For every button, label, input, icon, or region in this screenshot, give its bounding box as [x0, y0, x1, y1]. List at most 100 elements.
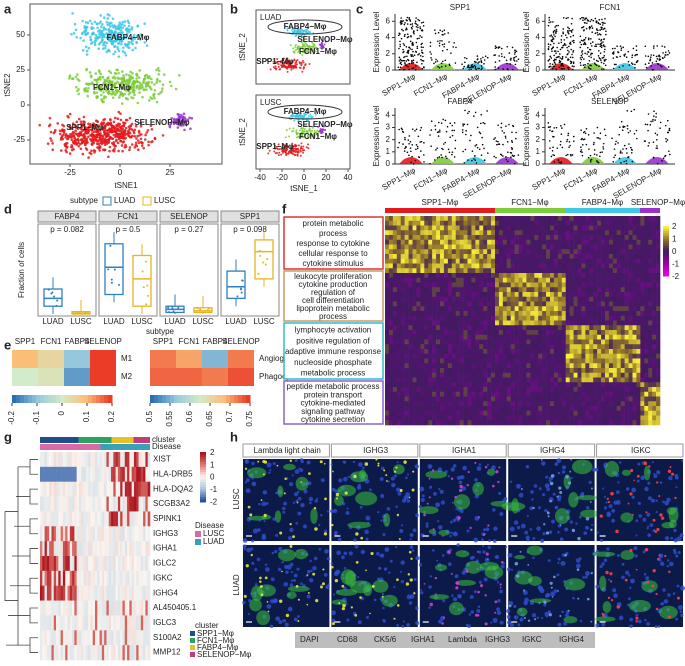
heat-cell [565, 254, 570, 260]
heat-cell [522, 244, 527, 250]
heat-cell [388, 258, 394, 264]
cell-point [92, 133, 96, 137]
heat-cell [605, 334, 610, 340]
row-label: M2 [121, 372, 133, 381]
cell-point [153, 88, 157, 92]
heat-cell [514, 325, 519, 331]
cell-point [186, 118, 190, 122]
heat-cell [487, 296, 492, 302]
heat-cell [487, 263, 492, 269]
heat-cell [522, 230, 527, 236]
cell-point [172, 117, 176, 121]
heat-cell [605, 325, 610, 331]
cell-point [104, 95, 108, 99]
dot [587, 38, 590, 41]
cell-point [79, 36, 82, 40]
dot [597, 161, 600, 164]
cell-point [291, 152, 294, 155]
heat-cell [443, 225, 449, 231]
heat-cell [636, 268, 641, 274]
dot [664, 51, 667, 54]
dot [398, 60, 401, 62]
heat-cell [656, 292, 661, 298]
colorbar-step [108, 395, 113, 403]
heat-cell [502, 225, 508, 231]
heat-cell [538, 244, 543, 250]
dot [466, 123, 469, 126]
dot [553, 42, 555, 45]
dot [548, 19, 551, 21]
heat-cell [471, 320, 476, 326]
heat-cell [483, 320, 488, 326]
heat-cell [640, 230, 645, 236]
cell-point [277, 65, 280, 68]
colorbar-label: 0.75 [245, 410, 254, 426]
dot [619, 152, 622, 154]
dot [659, 121, 662, 124]
heat-cell [656, 220, 661, 226]
heat-cell [408, 339, 413, 345]
cell-point [127, 42, 131, 46]
heat-cell [514, 301, 519, 307]
dot [669, 153, 671, 156]
heat-cell [553, 273, 559, 279]
heat-cell [451, 230, 457, 236]
heat-cell [479, 306, 484, 312]
heat-cell [546, 263, 551, 269]
colorbar-step [214, 395, 219, 403]
jitter-dot [74, 312, 77, 315]
heat-cell [467, 311, 472, 317]
heat-cell [640, 301, 645, 307]
heat-cell [420, 306, 425, 312]
heat-cell [561, 230, 567, 236]
cell-point [133, 128, 137, 132]
heat-cell [589, 296, 594, 302]
dot [448, 151, 451, 154]
cell-point [284, 145, 287, 148]
heat-cell [565, 296, 570, 302]
cell-point [299, 154, 302, 157]
cell-point [93, 124, 96, 128]
dot [510, 146, 513, 149]
dot [659, 58, 661, 61]
heat-cell [475, 306, 480, 312]
cell-point [272, 60, 275, 63]
heat-cell [612, 258, 618, 264]
heat-cell [522, 306, 527, 312]
dot [579, 35, 582, 38]
dot [504, 137, 507, 139]
heat-cell [656, 315, 661, 321]
dot [589, 68, 592, 70]
dot [402, 29, 404, 32]
heat-cell [479, 296, 484, 302]
dot [634, 66, 636, 69]
heat-cell [518, 268, 523, 274]
cell-point [161, 83, 165, 87]
heat-cell [90, 368, 116, 386]
heat-cell [455, 249, 460, 255]
colorbar-step [166, 395, 171, 403]
cell-point [86, 31, 90, 35]
cell-point [94, 127, 98, 130]
cell-point [172, 120, 176, 124]
cell-point [123, 80, 127, 84]
heat-cell [396, 263, 402, 269]
cell-point [101, 75, 105, 79]
heat-cell [573, 325, 578, 331]
dot [480, 61, 483, 64]
heat-cell [581, 292, 586, 298]
heat-cell [550, 306, 555, 312]
heat-cell [436, 282, 441, 288]
dot [511, 68, 514, 71]
dot [421, 29, 423, 31]
dot [422, 55, 424, 58]
heat-cell [467, 239, 472, 245]
cell-point [121, 136, 125, 139]
heat-cell [542, 296, 547, 302]
violin [581, 157, 605, 164]
heat-cell [656, 263, 661, 269]
cell-point [149, 96, 152, 99]
heat-cell [652, 287, 657, 293]
heat-cell [522, 287, 527, 293]
dot [479, 122, 482, 125]
